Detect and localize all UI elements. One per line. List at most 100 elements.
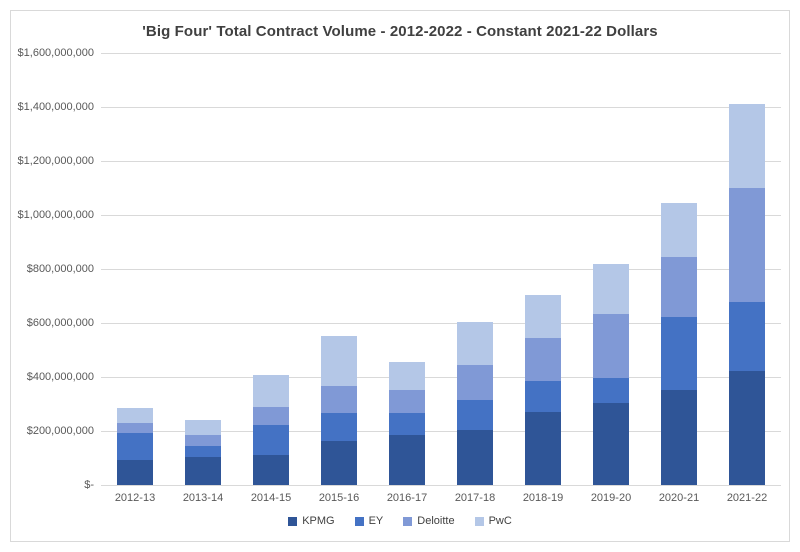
legend-label: Deloitte <box>417 515 455 527</box>
bar-column-2018-19 <box>525 294 561 485</box>
y-axis-tick-label: $1,600,000,000 <box>17 47 94 59</box>
bar-segment-ey-2014-15 <box>253 425 289 456</box>
y-axis-tick-label: $1,200,000,000 <box>17 155 94 167</box>
bar-segment-pwc-2013-14 <box>185 419 221 436</box>
bar-segment-kpmg-2018-19 <box>525 412 561 485</box>
gridline: $1,200,000,000 <box>18 155 781 167</box>
chart-title: 'Big Four' Total Contract Volume - 2012-… <box>142 23 658 40</box>
legend-label: PwC <box>488 515 512 527</box>
bar-slot-2015-16: 2015-16 <box>305 53 373 504</box>
x-axis-tick-label: 2017-18 <box>454 492 496 504</box>
legend-item-kpmg: KPMG <box>288 515 335 527</box>
bar-segment-kpmg-2021-22 <box>729 371 765 485</box>
bar-segment-pwc-2018-19 <box>525 294 561 339</box>
bar-column-2021-22 <box>729 104 765 485</box>
y-axis-tick-label: $800,000,000 <box>26 263 94 275</box>
bar-segment-deloitte-2016-17 <box>389 389 425 414</box>
bar-segment-ey-2013-14 <box>185 445 221 457</box>
legend-label: KPMG <box>302 515 335 527</box>
gridline: $1,000,000,000 <box>18 209 781 221</box>
bar-slot-2013-14: 2013-14 <box>169 53 237 504</box>
plot-area: $1,600,000,000 $1,400,000,000 $1,200,000,0… <box>18 47 781 504</box>
legend-label: EY <box>368 515 384 527</box>
bar-segment-ey-2015-16 <box>321 412 357 441</box>
bar-segment-ey-2017-18 <box>457 399 493 430</box>
bar-slot-2017-18: 2017-18 <box>441 53 509 504</box>
bar-column-2016-17 <box>389 361 425 485</box>
gridline: $600,000,000 <box>27 317 781 329</box>
bar-slot-2016-17: 2016-17 <box>373 53 441 504</box>
bar-segment-pwc-2017-18 <box>457 321 493 365</box>
bar-segment-kpmg-2017-18 <box>457 429 493 485</box>
gridline: $1,400,000,000 <box>18 101 781 113</box>
bar-column-2020-21 <box>661 202 697 485</box>
gridline: $1,600,000,000 <box>18 47 781 59</box>
bar-slot-2012-13: 2012-13 <box>101 53 169 504</box>
bar-segment-kpmg-2019-20 <box>593 403 629 485</box>
bar-slot-2020-21: 2020-21 <box>645 53 713 504</box>
legend-swatch-ey <box>354 516 364 526</box>
bar-segment-pwc-2016-17 <box>389 361 425 390</box>
bar-segment-kpmg-2013-14 <box>185 456 221 485</box>
bar-segment-ey-2021-22 <box>729 302 765 372</box>
bar-segment-kpmg-2015-16 <box>321 441 357 485</box>
legend-swatch-pwc <box>474 516 484 526</box>
bar-column-2019-20 <box>593 264 629 485</box>
x-axis-tick-label: 2014-15 <box>250 492 292 504</box>
gridline: $400,000,000 <box>27 371 781 383</box>
bar-segment-pwc-2019-20 <box>593 264 629 314</box>
bar-column-2013-14 <box>185 419 221 485</box>
x-axis-tick-label: 2013-14 <box>182 492 224 504</box>
y-axis-tick-label: $400,000,000 <box>26 371 94 383</box>
y-axis-tick-label: $1,000,000,000 <box>17 209 94 221</box>
bar-segment-deloitte-2021-22 <box>729 188 765 303</box>
bar-segment-pwc-2021-22 <box>729 104 765 189</box>
bar-segment-deloitte-2018-19 <box>525 338 561 381</box>
bar-segment-deloitte-2014-15 <box>253 406 289 426</box>
legend: KPMG EY Deloitte PwC <box>11 515 789 527</box>
bar-segment-ey-2020-21 <box>661 316 697 390</box>
bar-column-2014-15 <box>253 375 289 485</box>
bar-segment-pwc-2012-13 <box>117 408 153 423</box>
bars-layer: 2012-13 2013-14 2014-15 2015-16 2016-17 2017-… <box>101 53 781 504</box>
legend-item-ey: EY <box>354 515 384 527</box>
gridline: $200,000,000 <box>27 425 781 437</box>
bar-segment-ey-2018-19 <box>525 380 561 413</box>
bar-column-2017-18 <box>457 321 493 485</box>
legend-item-deloitte: Deloitte <box>403 515 455 527</box>
legend-item-pwc: PwC <box>474 515 512 527</box>
bar-slot-2018-19: 2018-19 <box>509 53 577 504</box>
legend-swatch-kpmg <box>288 516 298 526</box>
chart-frame: 'Big Four' Total Contract Volume - 2012-… <box>10 10 790 542</box>
x-axis-tick-label: 2012-13 <box>114 492 156 504</box>
x-axis-tick-label: 2019-20 <box>590 492 632 504</box>
bar-column-2015-16 <box>321 336 357 485</box>
x-axis-tick-label: 2020-21 <box>658 492 700 504</box>
bar-segment-pwc-2020-21 <box>661 202 697 258</box>
bar-segment-pwc-2014-15 <box>253 375 289 407</box>
bar-segment-kpmg-2014-15 <box>253 455 289 485</box>
y-axis-tick-label: $600,000,000 <box>26 317 94 329</box>
bar-segment-deloitte-2019-20 <box>593 313 629 378</box>
x-axis-tick-label: 2016-17 <box>386 492 428 504</box>
bar-slot-2021-22: 2021-22 <box>713 53 781 504</box>
gridline: $- <box>84 479 781 491</box>
bar-slot-2014-15: 2014-15 <box>237 53 305 504</box>
bar-segment-kpmg-2012-13 <box>117 459 153 485</box>
gridline: $800,000,000 <box>27 263 781 275</box>
bar-segment-deloitte-2013-14 <box>185 435 221 446</box>
x-axis-tick-label: 2021-22 <box>726 492 768 504</box>
bar-slot-2019-20: 2019-20 <box>577 53 645 504</box>
bar-column-2012-13 <box>117 408 153 485</box>
y-axis-tick-label: $- <box>84 479 94 491</box>
bar-segment-ey-2012-13 <box>117 433 153 460</box>
legend-swatch-deloitte <box>403 516 413 526</box>
y-axis-tick-label: $1,400,000,000 <box>17 101 94 113</box>
bar-segment-ey-2016-17 <box>389 413 425 436</box>
bar-segment-deloitte-2017-18 <box>457 364 493 400</box>
bar-segment-ey-2019-20 <box>593 377 629 404</box>
bar-segment-kpmg-2016-17 <box>389 435 425 485</box>
bar-segment-kpmg-2020-21 <box>661 389 697 485</box>
bar-segment-deloitte-2012-13 <box>117 422 153 434</box>
